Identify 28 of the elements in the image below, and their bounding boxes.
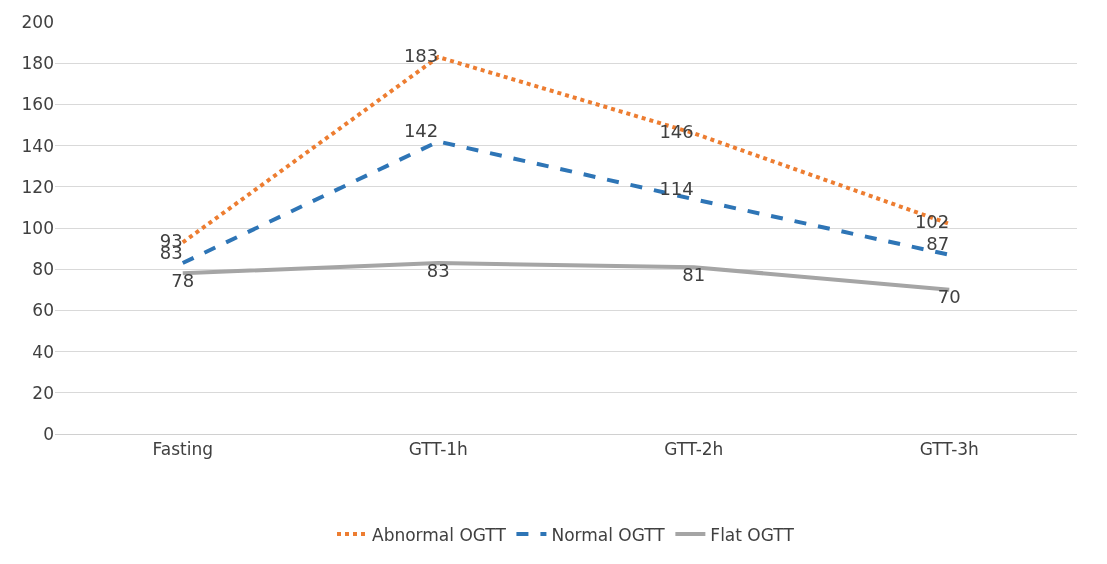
y-tick-label: 180 [21, 53, 54, 74]
y-tick-label: 40 [32, 341, 54, 362]
data-label: 81 [682, 263, 706, 285]
data-label: 102 [914, 211, 950, 233]
y-tick-label: 60 [32, 300, 54, 321]
y-tick-label: 120 [21, 176, 54, 197]
x-tick-label: GTT-3h [919, 439, 979, 460]
data-label: 183 [403, 44, 439, 66]
y-tick-label: 140 [21, 135, 54, 156]
y-tick-label: 200 [21, 11, 54, 32]
data-label: 146 [659, 120, 694, 142]
y-tick-label: 0 [43, 423, 54, 444]
legend-label: Abnormal OGTT [372, 524, 507, 545]
x-tick-label: GTT-2h [664, 439, 724, 460]
legend-label: Normal OGTT [551, 524, 666, 545]
data-label: 70 [937, 286, 961, 308]
legend-label: Flat OGTT [710, 524, 795, 545]
y-tick-label: 20 [32, 382, 54, 403]
y-tick-label: 100 [21, 217, 54, 238]
x-tick-label: Fasting [152, 439, 213, 460]
y-tick-label: 160 [21, 94, 54, 115]
data-label: 114 [659, 177, 694, 199]
data-label: 78 [171, 269, 195, 291]
x-tick-label: GTT-1h [408, 439, 468, 460]
data-label: 142 [403, 119, 439, 141]
data-label: 87 [926, 233, 950, 255]
y-tick-label: 80 [32, 259, 54, 280]
data-label: 83 [426, 259, 450, 281]
